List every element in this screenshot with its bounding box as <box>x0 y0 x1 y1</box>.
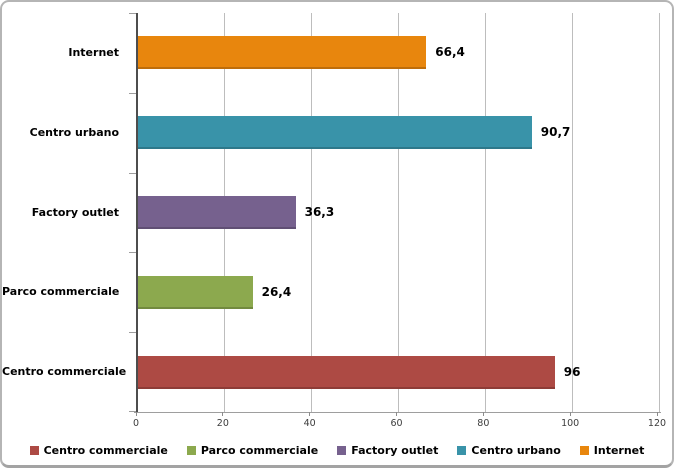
x-tick-mark-0 <box>135 412 137 416</box>
bar-parco-commerciale <box>138 275 253 309</box>
legend-swatch-centro-commerciale <box>29 445 39 455</box>
legend-label-parco-commerciale: Parco commerciale <box>200 443 319 457</box>
x-tick-mark-120 <box>656 412 658 416</box>
legend-item-parco-commerciale: Parco commerciale <box>186 443 319 457</box>
bar-centro-commerciale <box>138 355 555 389</box>
x-tick-label-60: 60 <box>390 418 403 429</box>
category-axis-labels: Internet Centro urbano Factory outlet Parco… <box>2 13 128 412</box>
category-label-internet: Internet <box>68 45 119 59</box>
legend-item-internet: Internet <box>579 443 645 457</box>
x-tick-mark-60 <box>396 412 397 416</box>
bar-value-label-factory-outlet: 36,3 <box>304 205 335 219</box>
x-tick-label-20: 20 <box>216 418 229 429</box>
bar-centro-urbano <box>138 116 532 150</box>
bar-value-label-centro-commerciale: 96 <box>563 364 581 379</box>
legend-label-centro-urbano: Centro urbano <box>471 443 561 457</box>
legend: Centro commerciale Parco commerciale Facto… <box>2 442 672 458</box>
plot-area: 66,4 90,7 36,3 26,4 96 <box>129 13 660 412</box>
legend-item-centro-commerciale: Centro commerciale <box>29 443 168 457</box>
category-label-parco-commerciale: Parco commerciale <box>2 285 120 299</box>
x-tick-label-100: 100 <box>561 418 580 429</box>
legend-swatch-factory-outlet <box>337 445 347 455</box>
category-label-centro-commerciale: Centro commerciale <box>2 365 127 379</box>
legend-item-centro-urbano: Centro urbano <box>457 443 561 457</box>
x-tick-label-40: 40 <box>303 418 316 429</box>
category-tick-mark <box>129 172 136 174</box>
legend-label-centro-commerciale: Centro commerciale <box>43 443 168 457</box>
x-tick-mark-80 <box>482 412 484 416</box>
legend-item-factory-outlet: Factory outlet <box>337 444 438 457</box>
category-tick-mark <box>129 252 136 254</box>
bar-value-label-internet: 66,4 <box>435 45 465 60</box>
category-label-factory-outlet: Factory outlet <box>31 205 119 219</box>
bar-value-label-parco-commerciale: 26,4 <box>261 284 292 299</box>
legend-label-factory-outlet: Factory outlet <box>351 443 439 457</box>
bar-internet <box>138 36 427 70</box>
category-tick-mark <box>129 13 136 14</box>
x-axis-line <box>134 412 661 413</box>
gridline-100 <box>571 13 573 412</box>
category-tick-mark <box>129 411 136 412</box>
x-tick-label-80: 80 <box>477 418 490 429</box>
x-tick-mark-40 <box>309 412 311 416</box>
category-label-centro-urbano: Centro urbano <box>29 125 119 139</box>
x-tick-label-120: 120 <box>647 418 667 429</box>
gridline-80 <box>484 13 486 412</box>
legend-swatch-internet <box>579 445 589 455</box>
x-tick-label-0: 0 <box>132 418 140 429</box>
gridline-40 <box>311 13 313 412</box>
legend-swatch-parco-commerciale <box>186 445 196 455</box>
category-tick-mark <box>129 332 136 334</box>
x-tick-mark-20 <box>222 412 224 416</box>
category-tick-mark <box>129 92 136 94</box>
legend-swatch-centro-urbano <box>457 445 467 455</box>
x-tick-mark-100 <box>569 412 571 416</box>
bar-factory-outlet <box>138 196 296 229</box>
gridline-120 <box>658 13 660 412</box>
bar-value-label-centro-urbano: 90,7 <box>540 125 571 140</box>
gridline-60 <box>398 13 399 412</box>
legend-label-internet: Internet <box>593 443 645 457</box>
